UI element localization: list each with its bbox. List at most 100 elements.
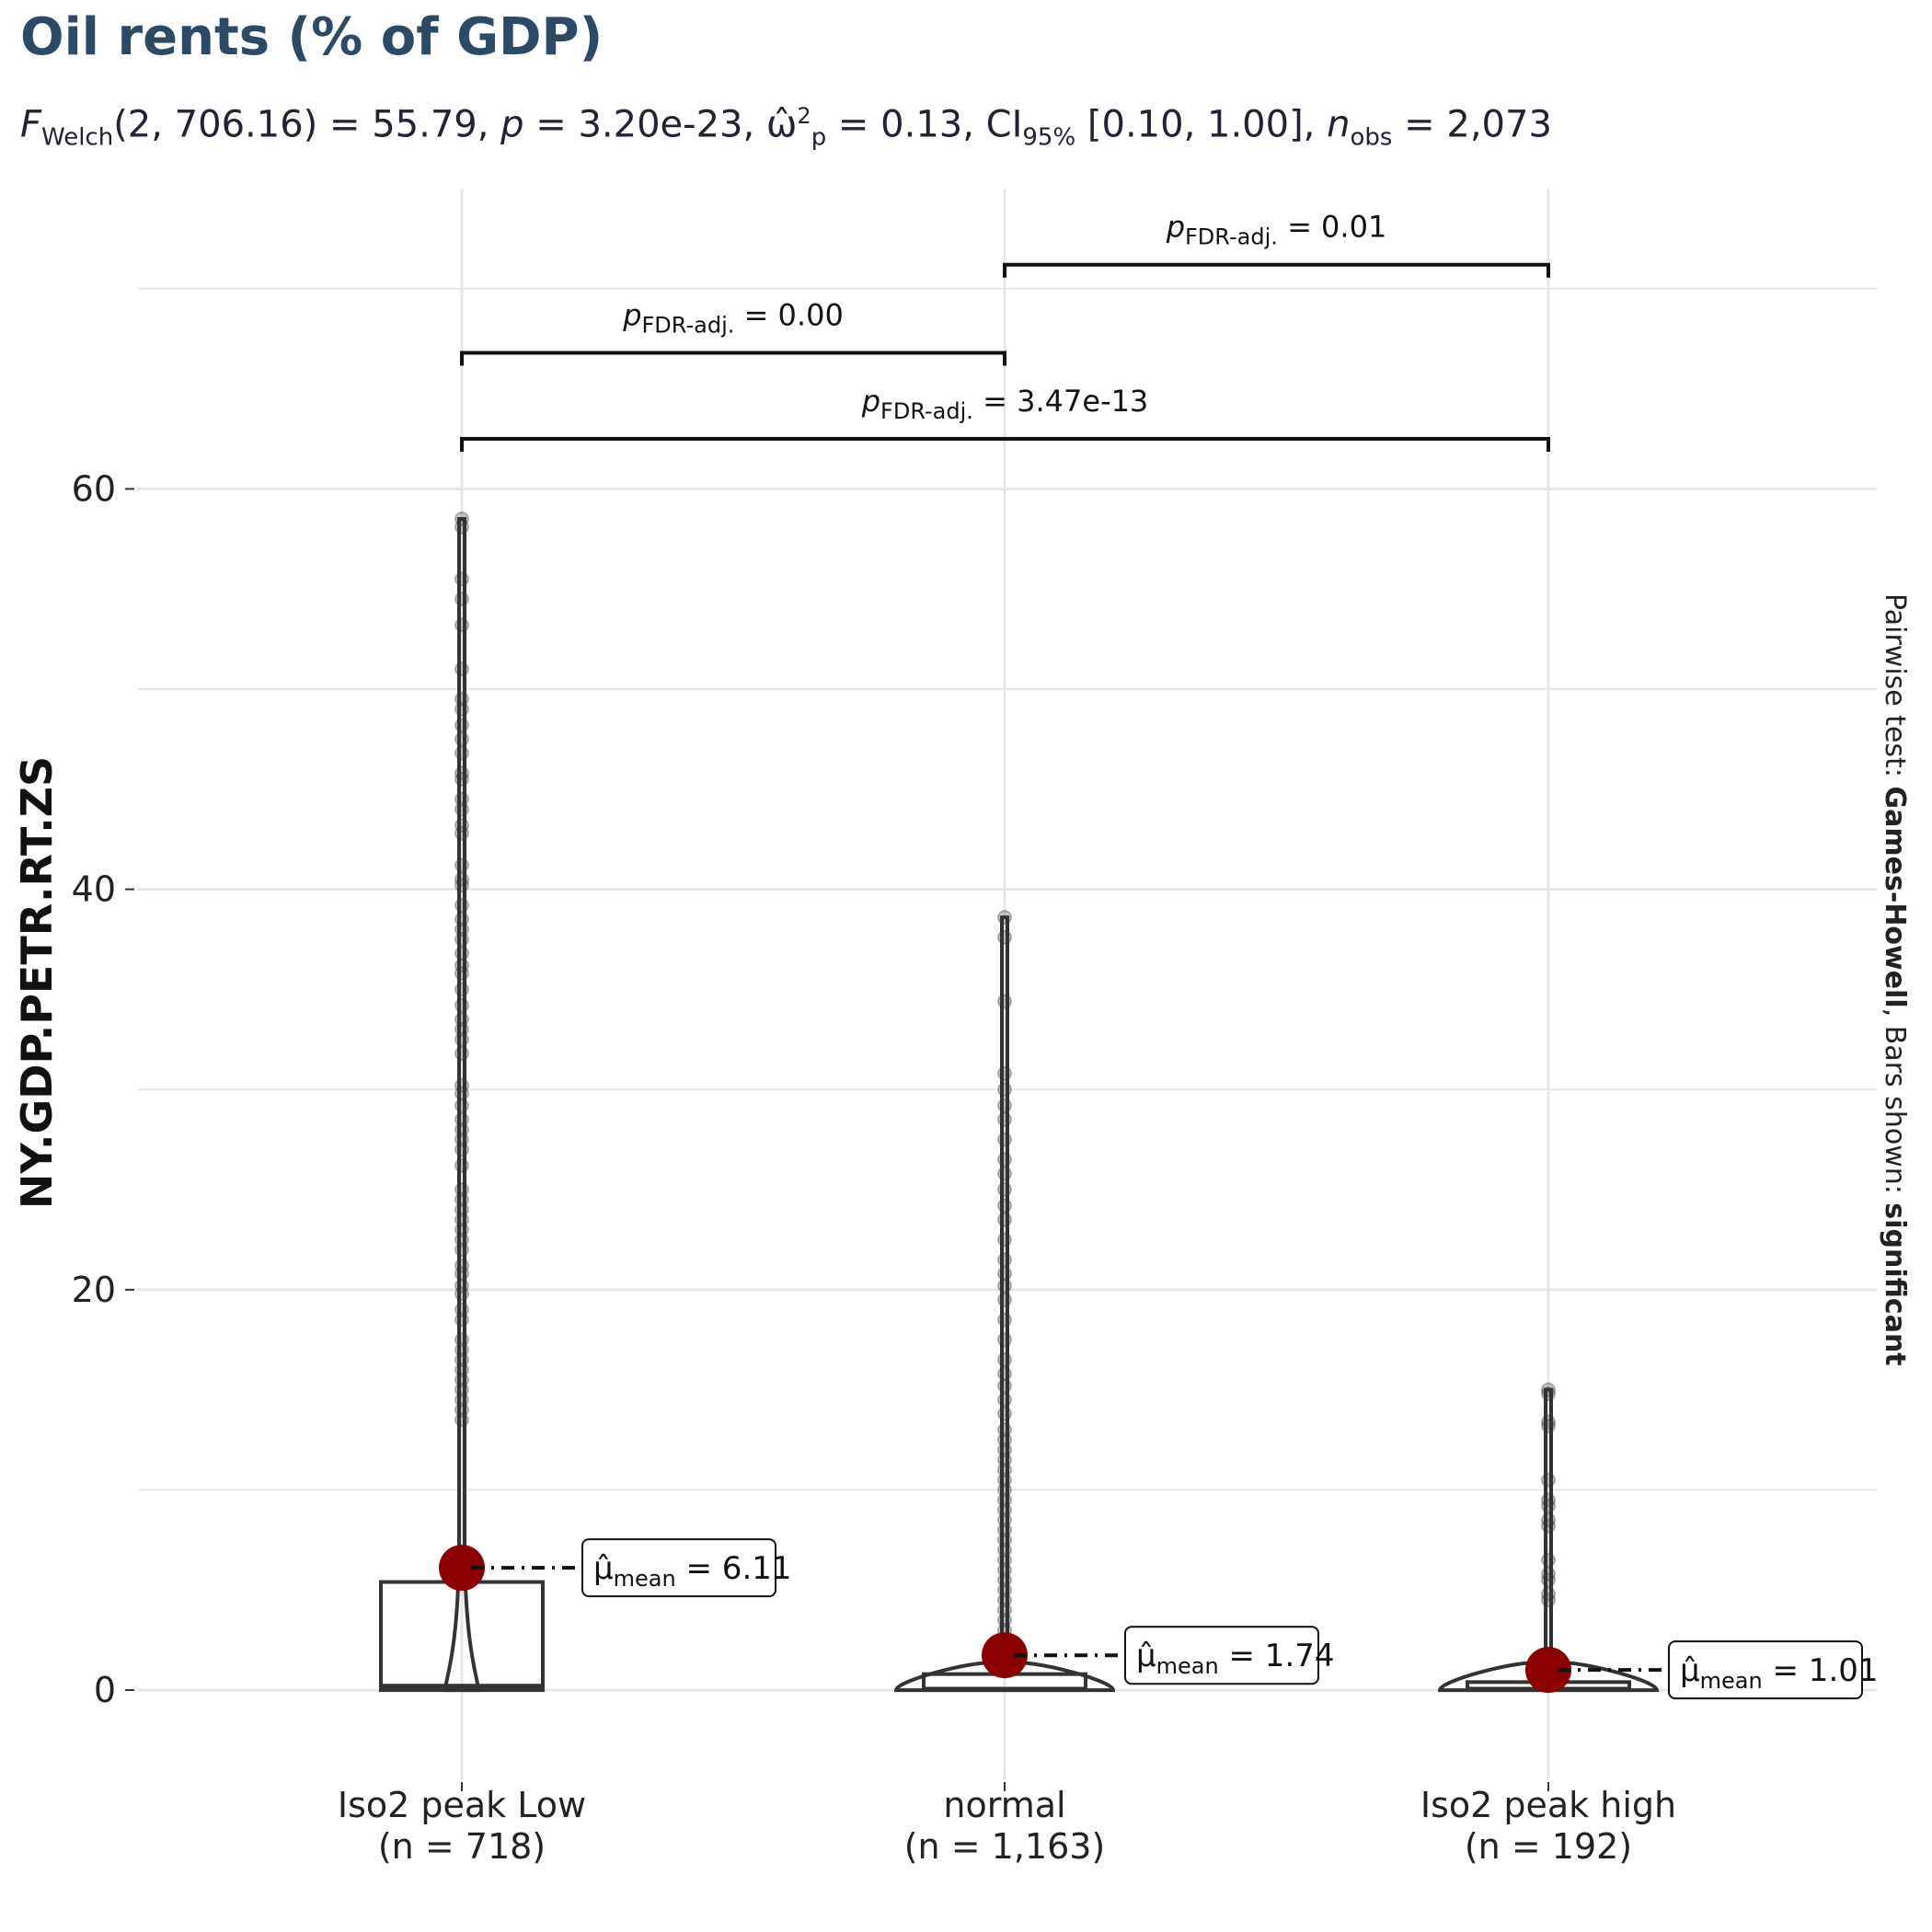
mean-value: = 6.11 [676,1550,792,1587]
data-point [454,982,469,997]
comparison-label: pFDR-adj. = 0.00 [622,297,844,338]
data-point [454,1046,469,1062]
mean-sub: mean [1700,1668,1763,1694]
comparison-p: p [1166,210,1185,245]
f-stat-args: (2, 706.16) = 55.79, [113,103,501,146]
data-point [454,1157,469,1173]
comparison-p: p [622,297,641,332]
data-point [997,1065,1012,1081]
data-point [454,1312,469,1328]
data-point [454,1412,469,1428]
data-point [454,878,469,893]
data-point [997,1132,1012,1147]
data-point [997,1593,1012,1608]
effect-size-sub: p [811,123,827,152]
data-point [454,1121,469,1137]
data-point [997,1562,1012,1578]
data-point [454,791,469,807]
data-point [997,1378,1012,1394]
data-point [1541,1552,1556,1568]
data-point [454,958,469,973]
data-point [1541,1518,1556,1534]
data-point [454,1342,469,1358]
data-point [997,1406,1012,1421]
mean-symbol: μ̂ [1680,1652,1700,1689]
y-tick-label: 0 [94,1670,116,1710]
comparison-sub: FDR-adj. [1185,224,1278,250]
n-label: n [1327,103,1351,146]
comparison-sub: FDR-adj. [642,312,735,338]
y-tick-label: 20 [72,1270,116,1310]
data-point [997,1452,1012,1467]
chart-title: Oil rents (% of GDP) [20,7,604,67]
data-point [454,701,469,717]
data-point [454,1077,469,1093]
data-point [454,922,469,937]
data-point [997,1312,1012,1328]
data-point [997,929,1012,945]
data-point [454,1266,469,1282]
data-point [997,1512,1012,1528]
ci-sub: 95% [1022,123,1076,152]
mean-symbol: μ̂ [593,1550,614,1587]
data-point [454,571,469,587]
data-point [997,1252,1012,1268]
x-tick-label: Iso2 peak high [1420,1785,1676,1825]
data-point [1541,1382,1556,1397]
data-point [454,1191,469,1207]
mean-label: μ̂mean = 6.11 [593,1550,792,1592]
data-point [1541,1492,1556,1508]
violin-layer [443,517,1660,1693]
data-point [454,932,469,948]
data-point [997,1212,1012,1227]
mean-point [982,1632,1028,1679]
data-point [454,731,469,747]
p-value: = 3.20e-23, [523,103,766,146]
data-point [454,1278,469,1294]
data-point [454,1332,469,1348]
data-point [997,1098,1012,1113]
right-caption: Pairwise test: Games-Howell, Bars shown:… [1879,593,1911,1366]
data-point [454,519,469,535]
data-point [997,1278,1012,1294]
mean-value: = 1.01 [1763,1652,1879,1689]
data-point [454,1372,469,1387]
data-point [997,1232,1012,1248]
data-point [454,1021,469,1037]
data-point [1541,1566,1556,1581]
data-point [454,661,469,677]
data-point [454,1242,469,1258]
data-point [454,718,469,733]
data-point [997,1462,1012,1478]
comparison-label: pFDR-adj. = 0.01 [1166,210,1387,250]
data-point [454,765,469,781]
data-point [997,994,1012,1009]
y-tick-label: 40 [72,869,116,910]
data-point [454,1232,469,1248]
data-point [997,1432,1012,1448]
data-point [454,1142,469,1157]
mean-symbol: μ̂ [1136,1638,1156,1674]
data-point [997,1166,1012,1181]
data-point [454,818,469,833]
data-point [454,1382,469,1397]
data-point [1541,1593,1556,1608]
data-point [454,801,469,817]
data-point [454,1302,469,1317]
data-point [997,1603,1012,1618]
x-tick-n-label: (n = 718) [378,1826,546,1867]
data-point [454,1402,469,1418]
data-point [454,1352,469,1368]
effect-size-sup: 2 [797,103,811,129]
data-point [997,1332,1012,1348]
mean-sub: mean [1156,1653,1219,1679]
mean-label: μ̂mean = 1.01 [1680,1652,1879,1694]
n-sub: obs [1350,123,1393,152]
x-tick-n-label: (n = 1,163) [904,1826,1106,1867]
mean-label-box [1668,1640,1863,1700]
data-point [454,1031,469,1047]
mean-label-box [1124,1626,1319,1685]
data-point [997,1152,1012,1167]
data-point [454,1012,469,1028]
f-stat-label: F [20,103,42,146]
